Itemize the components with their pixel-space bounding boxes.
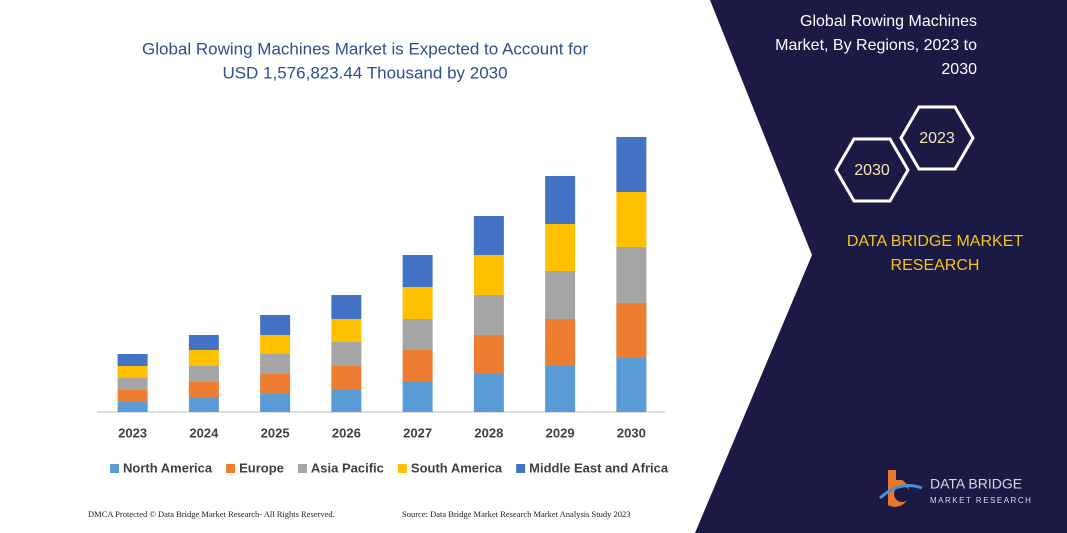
footer-text: DMCA Protected © Data Bridge Market Rese… bbox=[88, 509, 335, 519]
hexagon bbox=[899, 105, 975, 171]
panel-title: 2030 bbox=[941, 61, 977, 78]
bar-segment bbox=[616, 358, 647, 412]
x-tick-label: 2029 bbox=[546, 425, 575, 440]
footer-text: Source: Data Bridge Market Research Mark… bbox=[402, 509, 631, 519]
logo-shape bbox=[894, 486, 910, 502]
x-tick-label: 2028 bbox=[474, 425, 503, 440]
x-tick-label: 2025 bbox=[261, 425, 290, 440]
bar-segment bbox=[473, 335, 504, 374]
legend-swatch bbox=[110, 464, 119, 473]
bar-segment bbox=[402, 350, 433, 382]
bar-segment bbox=[117, 378, 148, 390]
x-tick-label: 2024 bbox=[189, 425, 219, 440]
bar-segment bbox=[188, 366, 219, 382]
legend-swatch bbox=[397, 464, 407, 473]
bar-segment bbox=[117, 402, 148, 412]
x-tick-label: 2026 bbox=[332, 425, 361, 440]
hex-label: 2030 bbox=[854, 162, 890, 179]
bar-segment bbox=[188, 350, 219, 366]
bar-segment bbox=[402, 287, 433, 319]
bar-segment bbox=[331, 366, 362, 390]
plot: 2023 2024 2025 2026 2027 2028 2029 2030 bbox=[117, 137, 647, 440]
panel-title: Global Rowing Machines bbox=[800, 13, 977, 30]
bar-segment bbox=[260, 394, 291, 412]
x-tick-label: 2030 bbox=[617, 425, 646, 440]
bar-segment bbox=[260, 335, 291, 354]
bar-segment bbox=[331, 319, 362, 342]
bar-segment bbox=[473, 295, 504, 335]
bar-segment bbox=[616, 192, 647, 247]
bar-segment bbox=[331, 390, 362, 412]
bar-segment bbox=[188, 382, 219, 398]
bar-segment bbox=[117, 390, 148, 402]
chart-title: USD 1,576,823.44 Thousand by 2030 bbox=[222, 63, 507, 82]
bar-segment bbox=[616, 137, 647, 192]
bar-segment bbox=[188, 398, 219, 412]
legend-swatch bbox=[516, 464, 526, 473]
panel-title: Market, By Regions, 2023 to bbox=[775, 37, 977, 54]
legend-label: South America bbox=[411, 460, 503, 475]
bar-segment bbox=[545, 176, 576, 224]
bar-segment bbox=[260, 374, 291, 394]
bar-segment bbox=[117, 366, 148, 378]
legend-label: Middle East and Africa bbox=[529, 460, 669, 475]
x-tick-label: 2023 bbox=[118, 425, 147, 440]
logo-text: DATA BRIDGE bbox=[930, 476, 1022, 492]
legend-label: North America bbox=[123, 460, 213, 475]
bar-segment bbox=[402, 319, 433, 350]
logo-text: MARKET RESEARCH bbox=[930, 496, 1032, 505]
bar-segment bbox=[545, 319, 576, 366]
bar-segment bbox=[545, 224, 576, 271]
brand-text: DATA BRIDGE MARKET bbox=[847, 233, 1024, 250]
bar-segment bbox=[260, 354, 291, 374]
bar-segment bbox=[473, 255, 504, 295]
bar-segment bbox=[473, 374, 504, 412]
bar-segment bbox=[402, 382, 433, 412]
legend-swatch bbox=[226, 464, 236, 473]
bar-segment bbox=[616, 303, 647, 358]
legend-label: Asia Pacific bbox=[311, 460, 384, 475]
bar-segment bbox=[473, 216, 504, 255]
logo-shape bbox=[878, 484, 923, 500]
legend: North America Europe Asia Pacific South Ame… bbox=[110, 460, 669, 475]
bar-segment bbox=[545, 271, 576, 319]
legend-swatch bbox=[297, 464, 307, 473]
bar-segment bbox=[188, 335, 219, 350]
bar-segment bbox=[402, 255, 433, 287]
bar-segment bbox=[117, 354, 148, 366]
bar-segment bbox=[260, 315, 291, 335]
bar-segment bbox=[331, 342, 362, 366]
x-tick-label: 2027 bbox=[403, 425, 432, 440]
brand-text: RESEARCH bbox=[891, 257, 980, 274]
bar-segment bbox=[331, 295, 362, 319]
hex-label: 2023 bbox=[919, 130, 955, 147]
logo-icon bbox=[878, 470, 923, 507]
hexagon bbox=[834, 137, 910, 203]
side-panel bbox=[695, 0, 1067, 533]
bar-segment bbox=[616, 247, 647, 303]
chart-title: Global Rowing Machines Market is Expecte… bbox=[142, 39, 588, 58]
legend-label: Europe bbox=[239, 460, 284, 475]
bar-segment bbox=[545, 366, 576, 412]
